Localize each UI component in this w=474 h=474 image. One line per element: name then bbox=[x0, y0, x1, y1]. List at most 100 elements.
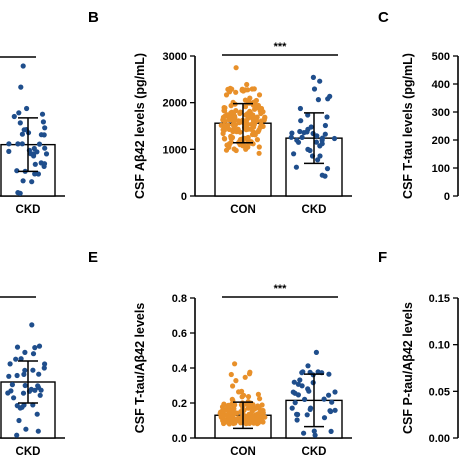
data-point-ckd bbox=[322, 131, 328, 137]
data-point-ckd bbox=[289, 130, 295, 136]
data-point-con bbox=[234, 410, 240, 416]
data-point-con bbox=[225, 403, 231, 409]
significance-marker: *** bbox=[274, 283, 288, 295]
y-tick-label: 1000 bbox=[163, 144, 187, 156]
data-point-ckd bbox=[9, 382, 15, 388]
data-point-con bbox=[230, 420, 236, 426]
data-point-con bbox=[219, 404, 226, 410]
y-tick-label: 0.4 bbox=[172, 363, 188, 375]
data-point-con bbox=[224, 419, 230, 425]
data-point-ckd bbox=[32, 171, 38, 177]
data-point-ckd bbox=[299, 134, 305, 140]
y-tick-label: 0.6 bbox=[172, 328, 187, 340]
data-point-con bbox=[257, 417, 263, 424]
data-point-ckd bbox=[11, 395, 17, 401]
data-point-con bbox=[256, 92, 263, 98]
data-point-con bbox=[249, 408, 255, 415]
data-point-ckd bbox=[16, 110, 22, 116]
data-point-ckd bbox=[29, 322, 35, 328]
y-tick-label: 400 bbox=[432, 79, 450, 91]
data-point-ckd bbox=[311, 86, 318, 92]
y-tick-label: 0.10 bbox=[429, 340, 450, 352]
data-point-ckd bbox=[30, 351, 37, 357]
data-point-ckd bbox=[326, 371, 332, 377]
data-point-ckd bbox=[290, 389, 296, 395]
panel-letter: F bbox=[378, 249, 387, 266]
data-point-ckd bbox=[315, 369, 321, 375]
data-point-ckd bbox=[5, 390, 11, 396]
data-point-ckd bbox=[36, 141, 43, 147]
data-point-con bbox=[219, 408, 225, 414]
data-point-ckd bbox=[36, 371, 42, 377]
data-point-ckd bbox=[16, 417, 22, 424]
data-point-ckd bbox=[22, 367, 28, 373]
data-point-con bbox=[246, 371, 253, 377]
data-point-con bbox=[220, 130, 226, 137]
data-point-con bbox=[226, 414, 232, 420]
data-point-con bbox=[218, 413, 224, 419]
data-point-ckd bbox=[42, 145, 48, 151]
panel-letter: C bbox=[378, 9, 389, 26]
panel-b: B 0 1000 2000 3000 CSF Aβ42 levels (pg/mL) CON… bbox=[88, 9, 352, 216]
data-point-ckd bbox=[329, 399, 335, 405]
data-point-ckd bbox=[304, 412, 310, 418]
data-point-con bbox=[222, 118, 228, 124]
data-point-con bbox=[258, 118, 264, 124]
y-tick-label: 0 bbox=[181, 191, 187, 203]
y-tick-label: 2000 bbox=[163, 98, 187, 110]
y-tick-label: 500 bbox=[432, 51, 450, 63]
data-point-con bbox=[226, 117, 232, 123]
significance-marker: *** bbox=[274, 41, 288, 53]
data-point-ckd bbox=[321, 396, 327, 402]
data-point-con bbox=[245, 126, 251, 132]
panel-e: E 0.0 0.2 0.4 0.6 0.8 CSF T-tau/Aβ42 levels CON… bbox=[88, 249, 352, 458]
category-label: CKD bbox=[302, 204, 327, 216]
data-point-ckd bbox=[332, 407, 338, 413]
data-point-con bbox=[237, 109, 243, 115]
data-point-ckd bbox=[34, 411, 40, 417]
data-point-con bbox=[256, 144, 262, 150]
data-point-ckd bbox=[295, 392, 301, 398]
data-point-ckd bbox=[36, 343, 43, 349]
data-point-ckd bbox=[328, 408, 334, 415]
data-point-con bbox=[238, 136, 244, 143]
data-point-ckd bbox=[324, 166, 331, 172]
data-point-ckd bbox=[288, 134, 294, 140]
data-point-ckd bbox=[319, 172, 325, 178]
data-point-con bbox=[246, 403, 252, 410]
data-point-con bbox=[257, 396, 263, 402]
data-point-ckd bbox=[297, 128, 303, 135]
data-point-con bbox=[256, 405, 262, 411]
y-tick-label: 0.0 bbox=[172, 433, 187, 445]
data-point-ckd bbox=[292, 400, 298, 406]
data-point-ckd bbox=[21, 371, 27, 377]
data-point-ckd bbox=[294, 417, 300, 423]
data-point-ckd bbox=[297, 377, 303, 383]
data-point-ckd bbox=[307, 406, 313, 412]
data-point-con bbox=[255, 391, 261, 397]
data-point-ckd bbox=[291, 151, 297, 157]
data-point-ckd bbox=[34, 149, 40, 155]
data-point-ckd bbox=[40, 119, 47, 125]
data-point-ckd bbox=[32, 161, 38, 167]
data-point-con bbox=[259, 413, 265, 419]
data-point-con bbox=[231, 118, 237, 124]
data-point-ckd bbox=[29, 179, 35, 185]
y-axis-title: CSF T-tau levels (pg/mL) bbox=[401, 53, 415, 199]
data-point-ckd bbox=[35, 171, 42, 177]
data-point-ckd bbox=[17, 405, 23, 411]
y-tick-label: 0.2 bbox=[172, 398, 187, 410]
data-point-con bbox=[258, 122, 264, 128]
data-point-ckd bbox=[20, 390, 27, 396]
data-point-con bbox=[245, 134, 251, 141]
data-point-con bbox=[252, 116, 258, 122]
data-point-con bbox=[222, 113, 228, 119]
data-point-ckd bbox=[19, 141, 25, 147]
category-label: CKD bbox=[302, 446, 327, 458]
y-tick-label: 0 bbox=[444, 191, 450, 203]
data-point-ckd bbox=[305, 363, 311, 369]
y-tick-label: 0.15 bbox=[429, 293, 450, 305]
data-point-ckd bbox=[331, 135, 338, 142]
data-point-con bbox=[233, 65, 239, 71]
data-point-ckd bbox=[30, 367, 36, 373]
